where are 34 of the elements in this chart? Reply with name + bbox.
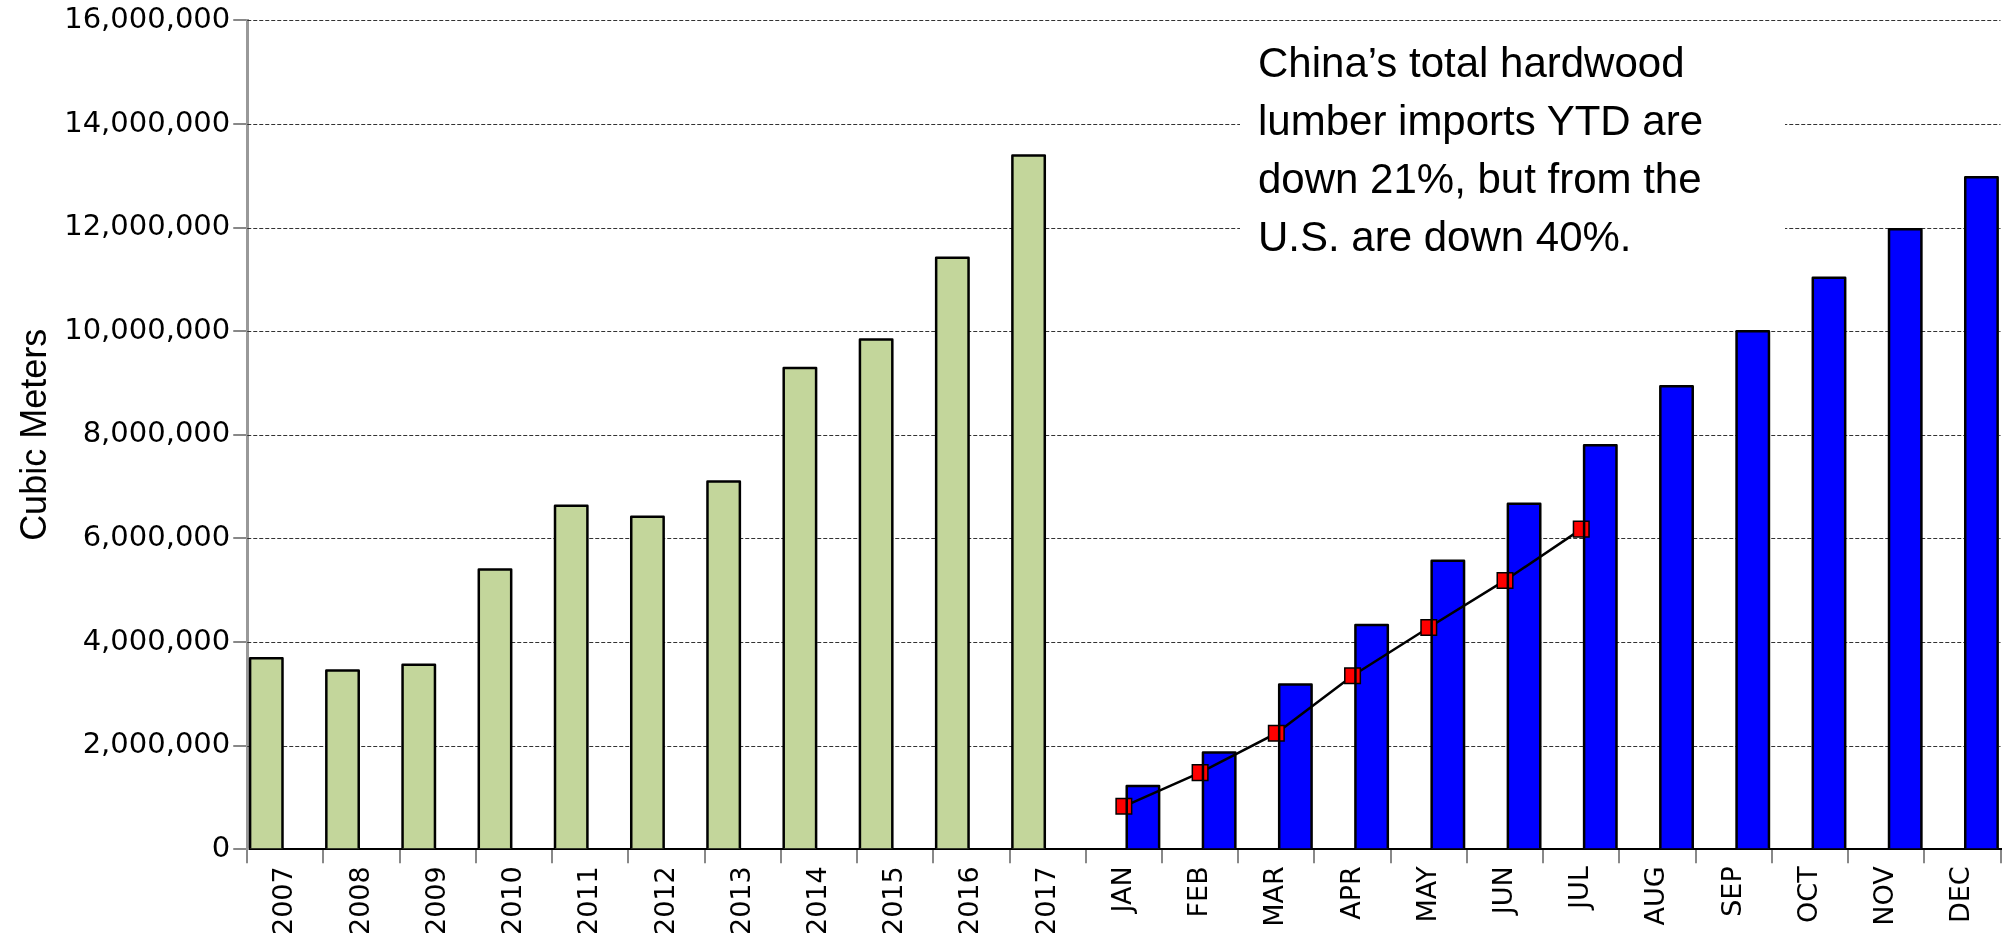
x-tick-label: 2016 xyxy=(953,866,985,936)
y-axis-title: Cubic Meters xyxy=(12,328,54,541)
y-tick-label: 6,000,000 xyxy=(82,518,231,553)
x-tick-label: APR xyxy=(1334,866,1366,920)
x-tick-label: DEC xyxy=(1944,866,1976,923)
y-tick-label: 4,000,000 xyxy=(82,622,231,657)
x-tick-label: 2012 xyxy=(648,866,680,936)
x-tick-label: 2007 xyxy=(267,866,299,936)
annotation: China’s total hardwood lumber imports YTD are down 21%, but from the U.S. are down 40%. xyxy=(1258,38,1704,260)
x-tick-label: SEP xyxy=(1715,866,1747,917)
x-tick-label: JUN xyxy=(1487,866,1519,917)
y-tick-label: 14,000,000 xyxy=(64,104,231,139)
x-tick-label: OCT xyxy=(1791,865,1823,923)
x-tick-label: 2008 xyxy=(343,866,375,936)
x-tick-label: 2013 xyxy=(724,866,756,936)
y-tick-label: 12,000,000 xyxy=(64,208,231,243)
x-tick-label: 2015 xyxy=(877,866,909,936)
x-tick-label: JAN xyxy=(1105,866,1137,915)
x-tick-label: 2014 xyxy=(800,866,832,936)
y-tick-label: 8,000,000 xyxy=(82,415,231,450)
y-tick-label: 0 xyxy=(211,829,231,864)
y-tick-label: 10,000,000 xyxy=(64,311,231,346)
x-tick-label: MAY xyxy=(1410,865,1442,923)
x-tick-label: MAR xyxy=(1258,866,1290,927)
y-tick-label: 16,000,000 xyxy=(64,0,231,35)
x-tick-label: 2010 xyxy=(496,866,528,936)
x-tick-label: 2017 xyxy=(1029,866,1061,936)
x-tick-label: 2009 xyxy=(419,866,451,936)
x-tick-label: AUG xyxy=(1639,866,1671,926)
y-tick-label: 2,000,000 xyxy=(82,726,231,761)
x-tick-label: 2011 xyxy=(572,866,604,936)
x-tick-label: FEB xyxy=(1182,866,1214,918)
x-tick-label: NOV xyxy=(1868,865,1900,926)
x-tick-label: JUL xyxy=(1563,866,1595,912)
